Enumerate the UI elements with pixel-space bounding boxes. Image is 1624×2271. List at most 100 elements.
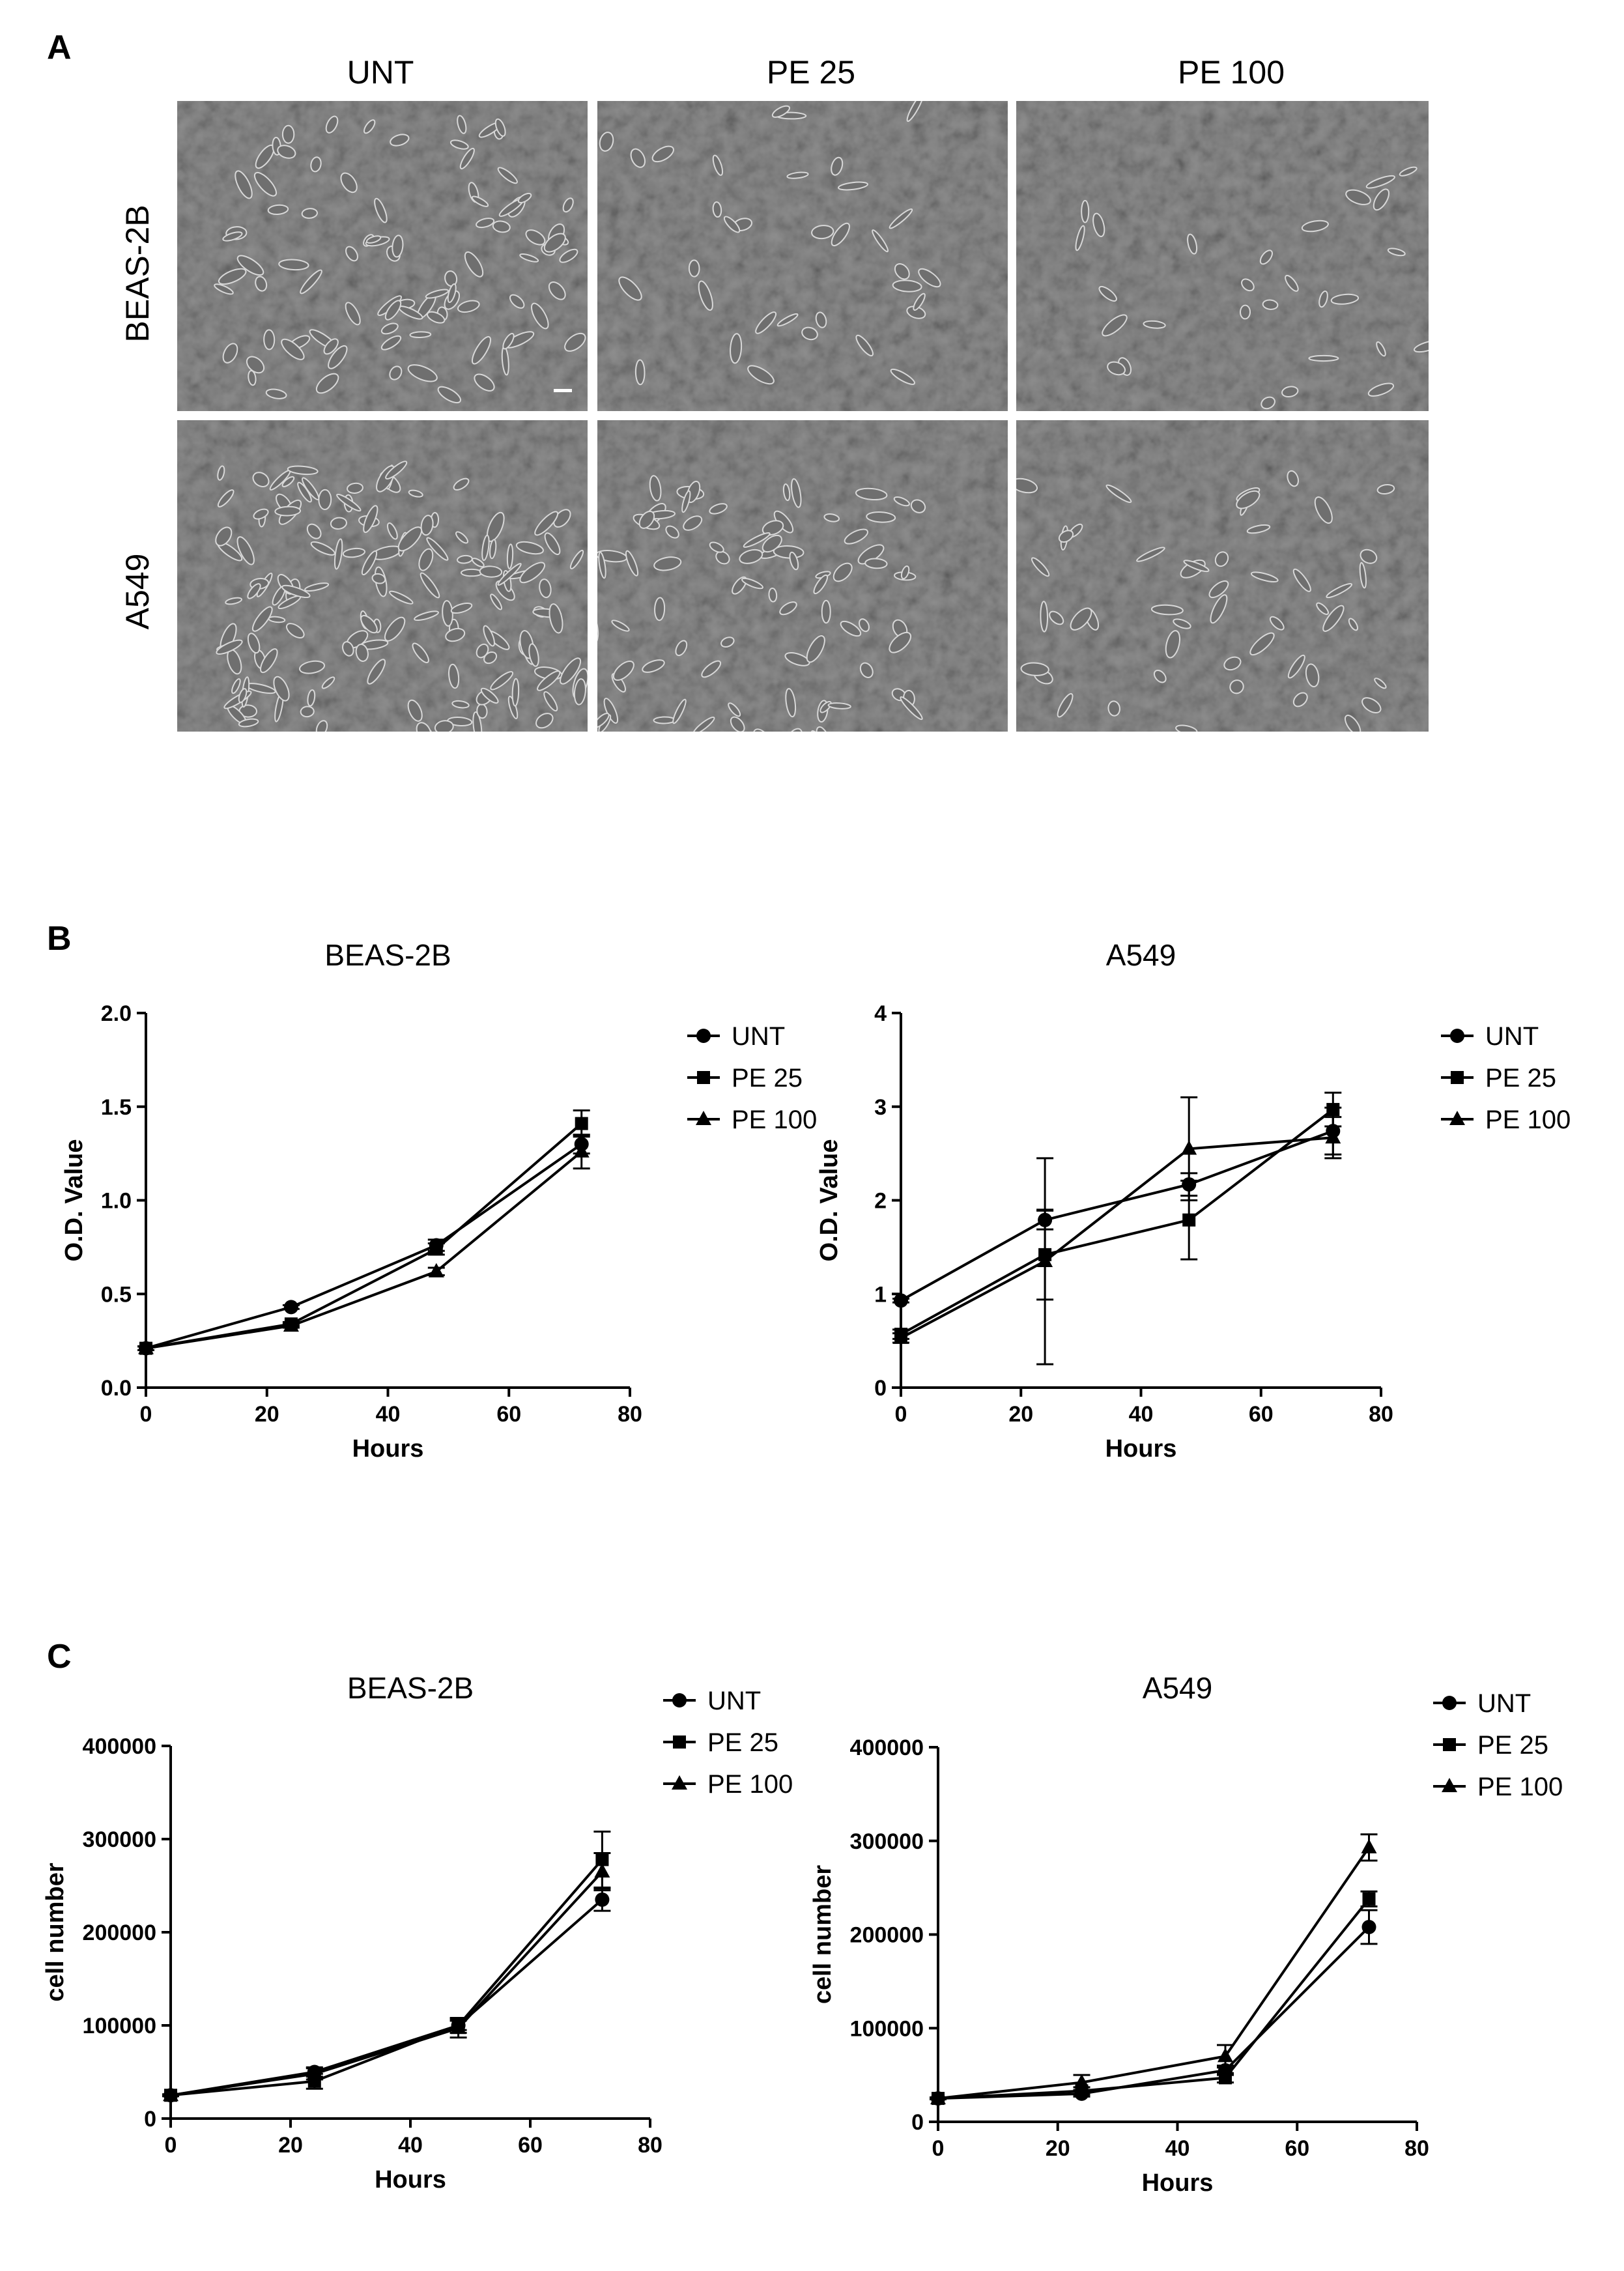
- series-line: [145, 1143, 582, 1350]
- series-line: [170, 1870, 603, 2097]
- legend-item: PE 100: [687, 1106, 817, 1134]
- series-line: [937, 1926, 1370, 2100]
- legend-label: PE 25: [1485, 1064, 1556, 1093]
- x-tick-label: 40: [398, 2133, 423, 2158]
- x-tick-label: 60: [1249, 1402, 1274, 1427]
- data-point: [450, 2020, 466, 2035]
- y-axis-title: cell number: [809, 1865, 836, 2004]
- legend-marker: [1443, 1738, 1456, 1751]
- series-line: [937, 1898, 1371, 2100]
- y-tick-label: 100000: [850, 2016, 924, 2041]
- series-unt: [930, 1909, 1378, 2106]
- x-tick-label: 20: [278, 2133, 303, 2158]
- data-point: [1361, 1838, 1377, 1853]
- series-line: [145, 1122, 583, 1350]
- legend-label: PE 25: [732, 1064, 803, 1093]
- data-point: [1218, 2048, 1233, 2063]
- chart-title: A549: [1106, 938, 1176, 972]
- data-point: [306, 2065, 322, 2080]
- x-tick-label: 60: [1285, 2136, 1309, 2161]
- legend: UNT PE 25 PE 100: [1441, 1022, 1571, 1134]
- x-tick-label: 40: [1165, 2136, 1190, 2161]
- data-point: [163, 2087, 178, 2102]
- micrograph-a549-unt: [177, 420, 588, 732]
- legend-item: PE 25: [1433, 1731, 1548, 1760]
- y-tick-label: 4: [874, 1001, 887, 1026]
- chart-c-beas2b: BEAS-2B 0 20 40 60 80 0 100000 200000 300000 40000…: [42, 1671, 793, 2193]
- series-pe25: [137, 1109, 590, 1355]
- legend-item: UNT: [1433, 1689, 1531, 1718]
- y-tick-label: 2: [874, 1189, 887, 1214]
- series-pe100: [137, 1134, 590, 1354]
- legend-item: UNT: [663, 1687, 761, 1715]
- data-point: [1074, 2074, 1090, 2089]
- x-tick-label: 80: [1404, 2136, 1429, 2161]
- data-point: [429, 1242, 443, 1256]
- data-point: [1182, 1213, 1196, 1227]
- micrograph-beas2b-unt: [177, 101, 588, 411]
- charts-layer: BEAS-2B0 20 40 60 800.00.51.01.52.0HoursO.D.…: [42, 938, 1571, 2197]
- series-line: [170, 1859, 603, 2097]
- series-pe25: [930, 1890, 1378, 2106]
- data-point: [1219, 2071, 1232, 2085]
- data-point: [138, 1339, 154, 1354]
- series-pe100: [162, 1851, 611, 2102]
- legend: UNT PE 25 PE 100: [687, 1022, 817, 1134]
- y-tick-label: 300000: [850, 1829, 924, 1854]
- legend-label: PE 25: [707, 1728, 778, 1757]
- column-label-pe25: PE 25: [767, 54, 855, 91]
- series-line: [937, 1846, 1371, 2100]
- chart-b-a549: A549 0 20 40 60 80 0 1 2 3 4 Hours O.D. Value UNT PE 2…: [816, 938, 1571, 1463]
- y-tick-label: 0.0: [101, 1376, 132, 1401]
- micrograph-beas2b-pe25: [597, 101, 1008, 411]
- column-label-unt: UNT: [347, 54, 414, 91]
- y-tick-label: 100000: [83, 2014, 156, 2038]
- x-tick-label: 0: [140, 1402, 152, 1427]
- data-point: [283, 1300, 298, 1315]
- legend-label: PE 100: [732, 1106, 817, 1134]
- data-point: [1325, 1129, 1341, 1144]
- data-point: [573, 1143, 590, 1158]
- series-line: [900, 1130, 1333, 1302]
- legend-marker: [672, 1775, 687, 1790]
- micrograph-grid: [177, 101, 1429, 732]
- y-tick-label: 3: [874, 1095, 887, 1120]
- x-tick-label: 0: [932, 2136, 945, 2161]
- y-tick-label: 1: [874, 1282, 887, 1307]
- series-pe100: [930, 1833, 1378, 2105]
- y-tick-label: 400000: [83, 1734, 156, 1759]
- y-tick-label: 300000: [83, 1827, 156, 1852]
- series-unt: [137, 1134, 590, 1356]
- y-tick-label: 1.5: [101, 1095, 132, 1120]
- y-tick-label: 0: [144, 2107, 156, 2132]
- legend-label: UNT: [1477, 1689, 1531, 1718]
- data-point: [1181, 1140, 1197, 1155]
- data-point: [893, 1329, 909, 1344]
- legend-label: PE 100: [1485, 1106, 1571, 1134]
- x-axis-title: Hours: [352, 1435, 424, 1463]
- data-point: [575, 1117, 588, 1130]
- legend-marker: [673, 1735, 686, 1749]
- y-tick-label: 400000: [850, 1735, 924, 1760]
- data-point: [1361, 1920, 1376, 1934]
- y-tick-label: 200000: [83, 1921, 156, 1945]
- chart-b-beas2b: BEAS-2B 0 20 40 60 80 0.0 0.5 1.0 1.5 2.0 Hours O.D.…: [61, 938, 817, 1463]
- data-point: [283, 1317, 299, 1332]
- panel-letter-b: B: [47, 920, 72, 958]
- data-point: [1326, 1103, 1340, 1117]
- y-tick-label: 0.5: [101, 1282, 132, 1307]
- y-tick-label: 1.0: [101, 1189, 132, 1214]
- legend-item: PE 100: [663, 1770, 793, 1799]
- data-point: [1362, 1892, 1376, 1906]
- series-unt: [162, 1887, 611, 2103]
- legend-marker: [696, 1029, 711, 1043]
- legend-item: PE 25: [1441, 1064, 1556, 1093]
- chart-title: BEAS-2B: [347, 1671, 474, 1705]
- micrograph-a549-pe25: [597, 420, 1008, 732]
- x-tick-label: 80: [618, 1402, 642, 1427]
- data-point: [1037, 1252, 1053, 1267]
- series-line: [900, 1136, 1333, 1339]
- legend-label: PE 25: [1477, 1731, 1548, 1760]
- data-point: [428, 1263, 444, 1278]
